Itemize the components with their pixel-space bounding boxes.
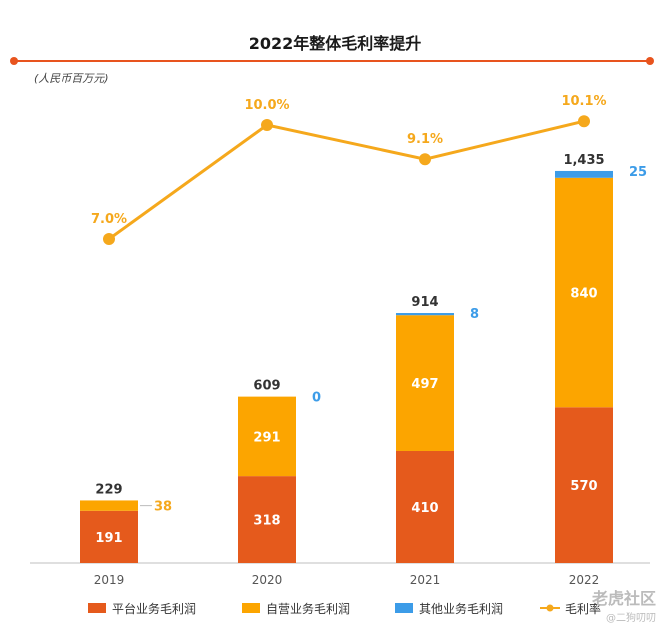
legend-label-self: 自营业务毛利润 <box>266 601 350 616</box>
margin-rate-point-2022 <box>578 115 590 128</box>
legend-swatch-other <box>395 603 413 613</box>
total-label-2021: 914 <box>411 295 438 310</box>
x-tick-label-2022: 2022 <box>569 573 600 587</box>
x-tick-label-2021: 2021 <box>410 573 441 587</box>
total-label-2019: 229 <box>95 482 122 497</box>
data-label-self-2021: 497 <box>411 377 438 392</box>
legend-label-platform: 平台业务毛利润 <box>112 601 196 616</box>
bar-seg-platform-2022 <box>555 407 613 563</box>
bar-seg-other-2021 <box>396 313 454 316</box>
data-label-self-2020: 291 <box>253 430 280 445</box>
margin-rate-label-2021: 9.1% <box>407 132 443 147</box>
bar-seg-self-2021 <box>396 315 454 451</box>
bar-seg-platform-2019 <box>80 510 138 563</box>
data-label-self-2019: 38 <box>154 500 172 515</box>
legend-label-margin: 毛利率 <box>565 601 601 616</box>
unit-note: (人民币百万元) <box>34 72 109 85</box>
margin-rate-label-2019: 7.0% <box>91 212 127 227</box>
bar-seg-other-2022 <box>555 170 613 178</box>
watermark-handle: @二狗叨叨 <box>606 613 656 624</box>
data-label-platform-2021: 410 <box>411 501 438 516</box>
legend-swatch-platform <box>88 603 106 613</box>
watermark-brand: 老虎社区 <box>591 589 656 608</box>
legend-swatch-margin-dot <box>546 604 554 612</box>
data-label-platform-2020: 318 <box>253 514 280 529</box>
data-label-other-2021: 8 <box>470 307 479 322</box>
title-rule-dot-right <box>646 57 654 65</box>
watermark: 老虎社区 @二狗叨叨 <box>592 585 656 624</box>
data-label-platform-2022: 570 <box>570 479 597 494</box>
bar-seg-self-2019 <box>80 500 138 511</box>
total-label-2022: 1,435 <box>563 153 604 168</box>
margin-rate-line <box>108 119 585 241</box>
x-tick-label-2020: 2020 <box>252 573 283 587</box>
data-label-platform-2019: 191 <box>95 531 122 546</box>
legend-swatch-self <box>242 603 260 613</box>
title-rule-dot-left <box>10 57 18 65</box>
margin-rate-point-2019 <box>103 233 115 245</box>
bar-seg-platform-2020 <box>238 476 296 563</box>
margin-rate-label-2022: 10.1% <box>561 94 606 109</box>
bar-seg-self-2020 <box>238 396 296 477</box>
chart-title: 2022年整体毛利率提升 <box>248 34 422 53</box>
margin-rate-label-2020: 10.0% <box>244 98 289 113</box>
margin-rate-point-2021 <box>419 153 431 166</box>
bar-seg-self-2022 <box>555 177 613 408</box>
legend-label-other: 其他业务毛利润 <box>419 601 503 616</box>
data-label-other-2022: 25 <box>629 165 647 180</box>
x-tick-label-2019: 2019 <box>94 573 125 587</box>
data-label-self-2022: 840 <box>570 287 597 302</box>
bar-seg-platform-2021 <box>396 450 454 563</box>
data-label-other-2020: 0 <box>312 391 321 406</box>
total-label-2020: 609 <box>253 379 280 394</box>
margin-rate-point-2020 <box>261 119 273 131</box>
